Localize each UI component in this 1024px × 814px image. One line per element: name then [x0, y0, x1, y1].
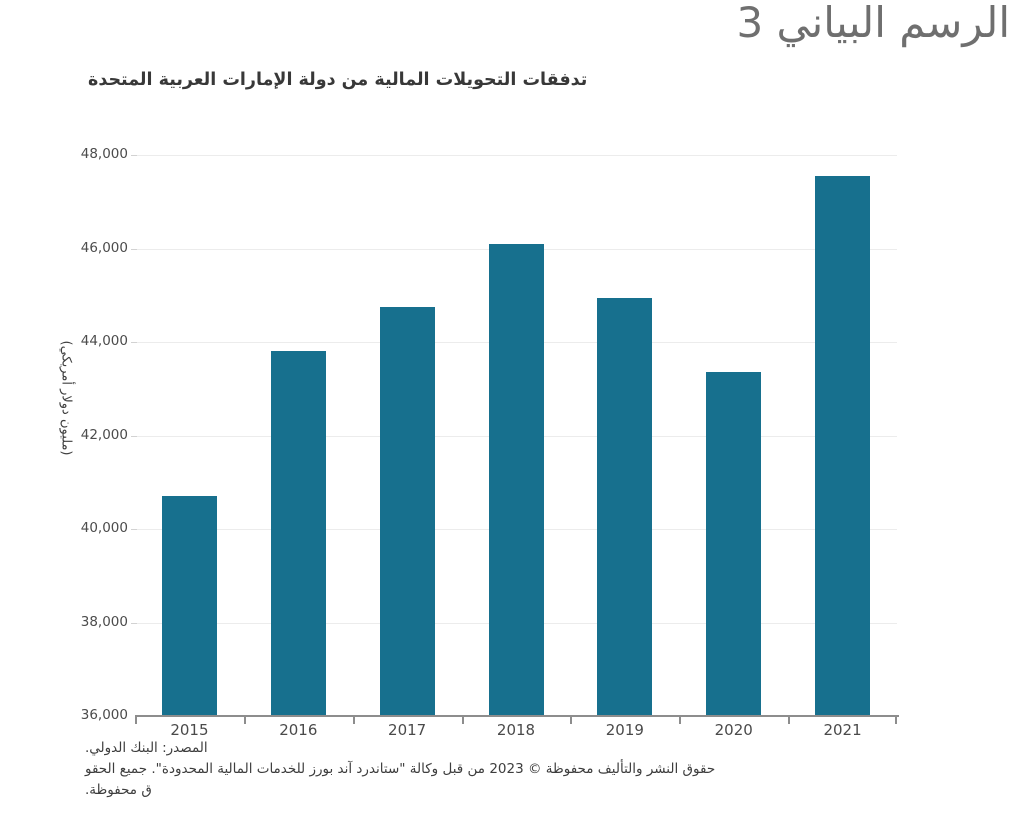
x-tick-label-2016: 2016 — [279, 721, 318, 739]
x-tick-mark-4 — [570, 715, 573, 724]
bar-2021 — [815, 176, 871, 716]
y-tick-label-38000: 38,000 — [80, 613, 128, 630]
gridline-48000 — [135, 155, 897, 156]
y-tick-mark-48000 — [131, 155, 137, 156]
x-tick-mark-0 — [135, 715, 137, 724]
y-tick-label-46000: 46,000 — [80, 239, 128, 256]
y-tick-mark-46000 — [131, 248, 137, 250]
x-tick-mark-7 — [895, 715, 897, 724]
bar-2016 — [270, 351, 326, 716]
y-tick-label-44000: 44,000 — [80, 333, 128, 349]
chart-title: تدفقات التحويلات المالية من دولة الإمارا… — [88, 70, 588, 90]
y-tick-mark-44000 — [131, 342, 137, 343]
footer: المصدر: البنك الدولي. حقوق النشر والتألي… — [85, 738, 917, 801]
x-tick-mark-3 — [461, 715, 464, 724]
x-tick-label-2019: 2019 — [605, 721, 644, 739]
x-tick-mark-6 — [788, 715, 791, 724]
y-tick-label-36000: 36,000 — [80, 707, 128, 723]
bar-2015 — [161, 496, 217, 716]
y-tick-label-42000: 42,000 — [80, 426, 128, 443]
y-tick-mark-42000 — [131, 435, 137, 437]
x-axis-line — [135, 715, 899, 717]
x-tick-mark-2 — [352, 715, 355, 724]
bar-2018 — [488, 243, 544, 716]
source-note: المصدر: البنك الدولي. — [85, 740, 208, 756]
plot-area — [135, 155, 897, 716]
y-tick-label-40000: 40,000 — [80, 520, 128, 536]
y-axis-title: (مليون دولار أمريكي) — [58, 340, 74, 456]
copyright-note-line2: ق محفوظة. — [85, 782, 152, 798]
bar-2017 — [379, 306, 435, 716]
x-tick-mark-1 — [243, 715, 246, 724]
y-tick-mark-38000 — [131, 622, 137, 624]
y-tick-mark-40000 — [131, 529, 137, 530]
x-tick-mark-5 — [679, 715, 682, 724]
copyright-note-line1: حقوق النشر والتأليف محفوظة © 2023 من قبل… — [85, 761, 716, 777]
y-tick-label-48000: 48,000 — [80, 146, 128, 162]
x-tick-label-2017: 2017 — [388, 721, 427, 739]
x-tick-label-2021: 2021 — [823, 721, 862, 739]
x-tick-label-2020: 2020 — [714, 721, 753, 739]
x-tick-label-2018: 2018 — [496, 721, 536, 739]
bar-2019 — [597, 297, 653, 716]
x-tick-label-2015: 2015 — [170, 721, 209, 739]
bar-2020 — [706, 372, 762, 716]
figure-heading: الرسم البياني 3 — [736, 0, 1010, 47]
